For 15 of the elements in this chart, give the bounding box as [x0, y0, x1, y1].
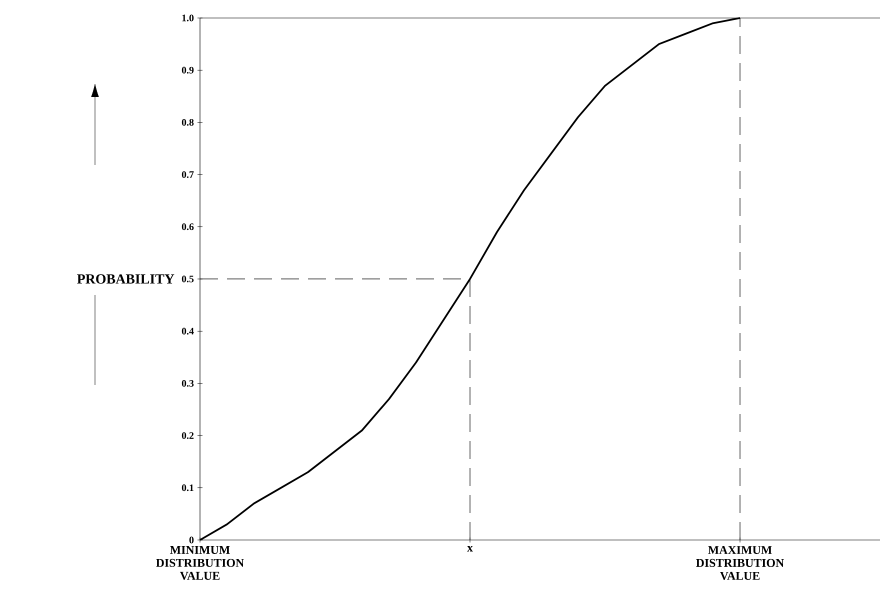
y-tick-label: 1.0 [182, 14, 194, 22]
x-tick-label: MAXIMUM DISTRIBUTION VALUE [696, 546, 784, 580]
y-tick-label: 0.1 [182, 484, 194, 492]
y-tick-label: 0.2 [182, 432, 194, 439]
y-tick-label: 0.3 [182, 380, 194, 387]
y-tick-label: 0 [189, 536, 194, 544]
x-tick-label: MINIMUM DISTRIBUTION VALUE [156, 546, 244, 580]
x-tick-label: x [467, 546, 473, 552]
y-tick-label: 0.9 [182, 66, 194, 74]
y-tick-label: 0.6 [182, 223, 194, 230]
y-tick-label: 0.4 [182, 328, 194, 335]
y-tick-label: 0.7 [182, 171, 194, 178]
y-axis-title: PROBABILITY [77, 274, 174, 284]
y-tick-label: 0.5 [182, 276, 194, 282]
y-tick-label: 0.8 [182, 119, 194, 126]
